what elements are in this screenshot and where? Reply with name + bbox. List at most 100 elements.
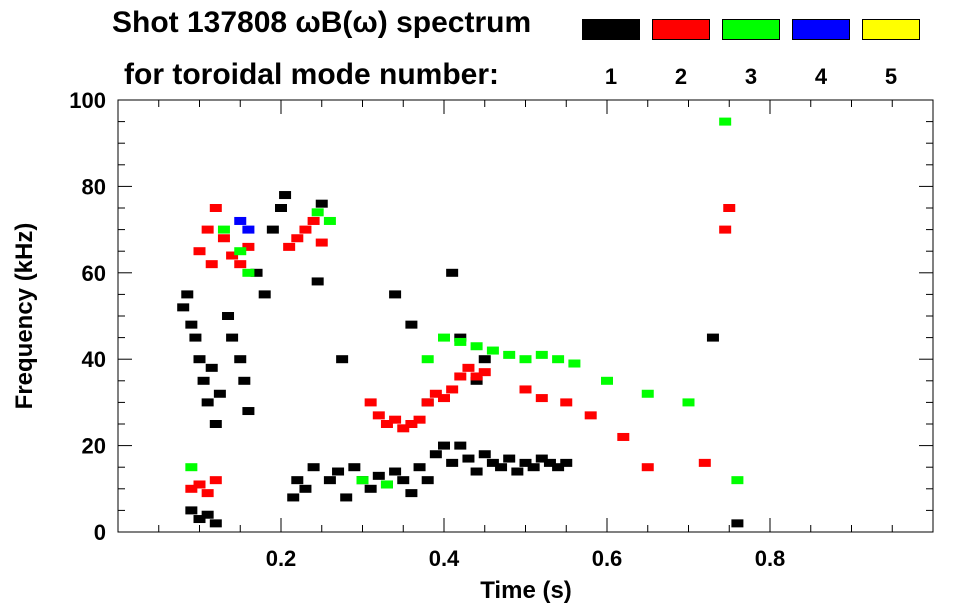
- data-point-mode-2: [307, 216, 320, 225]
- data-point-mode-1: [405, 320, 418, 329]
- data-point-mode-3: [438, 333, 450, 342]
- data-point-mode-1: [706, 333, 719, 342]
- data-point-mode-1: [332, 467, 345, 476]
- data-point-mode-2: [584, 411, 597, 420]
- data-point-mode-2: [560, 398, 573, 407]
- data-point-mode-3: [682, 398, 695, 407]
- data-point-mode-1: [222, 312, 235, 320]
- data-point-mode-1: [275, 204, 287, 212]
- legend-swatch-1: [582, 19, 640, 40]
- data-point-mode-1: [201, 398, 214, 407]
- data-point-mode-3: [421, 355, 434, 364]
- plot-frame: [117, 99, 934, 533]
- y-tick-label: 20: [82, 434, 106, 459]
- data-point-mode-1: [478, 450, 491, 459]
- data-point-mode-1: [185, 506, 198, 515]
- data-point-mode-1: [560, 458, 573, 467]
- data-point-mode-1: [291, 476, 304, 485]
- data-point-mode-2: [535, 394, 548, 403]
- data-point-mode-2: [209, 476, 222, 485]
- data-point-mode-1: [340, 493, 353, 502]
- data-point-mode-1: [299, 484, 312, 493]
- data-point-mode-1: [454, 441, 467, 450]
- data-point-mode-3: [503, 350, 516, 359]
- data-point-mode-1: [258, 290, 271, 299]
- data-point-mode-2: [641, 463, 654, 472]
- data-point-mode-4: [242, 225, 255, 234]
- data-point-mode-1: [421, 476, 434, 485]
- data-point-mode-1: [438, 441, 450, 450]
- data-point-mode-2: [405, 420, 418, 428]
- data-point-mode-3: [185, 463, 198, 472]
- data-point-mode-2: [462, 363, 475, 372]
- data-point-mode-2: [299, 225, 312, 234]
- data-point-mode-1: [478, 355, 491, 364]
- data-point-mode-1: [181, 290, 194, 299]
- data-point-mode-4: [234, 216, 247, 225]
- data-point-mode-1: [552, 463, 565, 472]
- data-point-mode-2: [242, 242, 255, 251]
- legend-swatch-2: [652, 19, 710, 40]
- y-tick-label: 80: [82, 174, 106, 199]
- data-point-mode-1: [234, 355, 247, 364]
- data-point-mode-3: [601, 376, 613, 385]
- data-point-mode-2: [617, 432, 630, 441]
- data-point-mode-1: [205, 363, 218, 372]
- legend-label-5: 5: [884, 64, 898, 89]
- data-point-mode-1: [527, 463, 540, 472]
- data-point-mode-2: [478, 368, 491, 377]
- legend-swatch-5: [862, 19, 920, 40]
- data-point-mode-1: [307, 463, 320, 472]
- data-point-mode-3: [470, 342, 483, 351]
- data-point-mode-1: [519, 458, 532, 467]
- data-point-mode-2: [315, 238, 328, 247]
- data-point-mode-3: [641, 389, 654, 398]
- data-point-mode-2: [364, 398, 377, 407]
- data-point-mode-1: [348, 463, 361, 472]
- data-point-mode-1: [315, 199, 328, 208]
- data-point-mode-2: [723, 204, 736, 212]
- data-point-mode-3: [323, 216, 336, 225]
- y-axis-label: Frequency (kHz): [11, 223, 38, 410]
- y-tick-label: 40: [82, 347, 106, 372]
- data-point-mode-1: [511, 467, 524, 476]
- data-point-mode-3: [356, 476, 369, 485]
- data-point-mode-2: [209, 204, 222, 212]
- data-point-mode-1: [470, 376, 483, 385]
- data-point-mode-1: [413, 463, 426, 472]
- data-point-mode-2: [201, 489, 214, 498]
- data-point-mode-1: [336, 355, 349, 364]
- data-point-mode-1: [193, 515, 206, 524]
- data-marks: [177, 117, 744, 528]
- y-tick-label: 60: [82, 261, 106, 286]
- data-point-mode-1: [454, 333, 467, 342]
- data-point-mode-1: [209, 420, 222, 428]
- x-tick-label: 0.8: [755, 546, 786, 571]
- data-point-mode-2: [698, 458, 711, 467]
- data-point-mode-3: [217, 225, 230, 234]
- data-point-mode-2: [205, 260, 218, 269]
- data-point-mode-2: [421, 398, 434, 407]
- data-point-mode-1: [201, 510, 214, 519]
- legend-swatch-4: [792, 19, 850, 40]
- x-axis-label: Time (s): [480, 577, 572, 604]
- x-tick-label: 0.2: [266, 546, 297, 571]
- chart-title: Shot 137808 ωB(ω) spectrum: [112, 6, 532, 39]
- data-point-mode-2: [193, 480, 206, 489]
- data-point-mode-1: [446, 268, 459, 277]
- data-point-mode-1: [189, 333, 202, 342]
- data-point-mode-1: [486, 458, 499, 467]
- data-point-mode-3: [380, 480, 393, 489]
- axis-ticks: 0.2 0.4 0.6 0.8 0 20 40 60 80 100: [69, 88, 933, 571]
- data-point-mode-1: [311, 277, 324, 286]
- data-point-mode-1: [503, 454, 516, 463]
- data-point-mode-1: [389, 290, 402, 299]
- data-point-mode-1: [323, 476, 336, 485]
- data-point-mode-1: [226, 333, 239, 342]
- data-point-mode-1: [495, 463, 508, 472]
- data-point-mode-1: [389, 467, 402, 476]
- data-point-mode-2: [201, 225, 214, 234]
- legend-label-3: 3: [744, 64, 758, 89]
- data-point-mode-1: [429, 450, 442, 459]
